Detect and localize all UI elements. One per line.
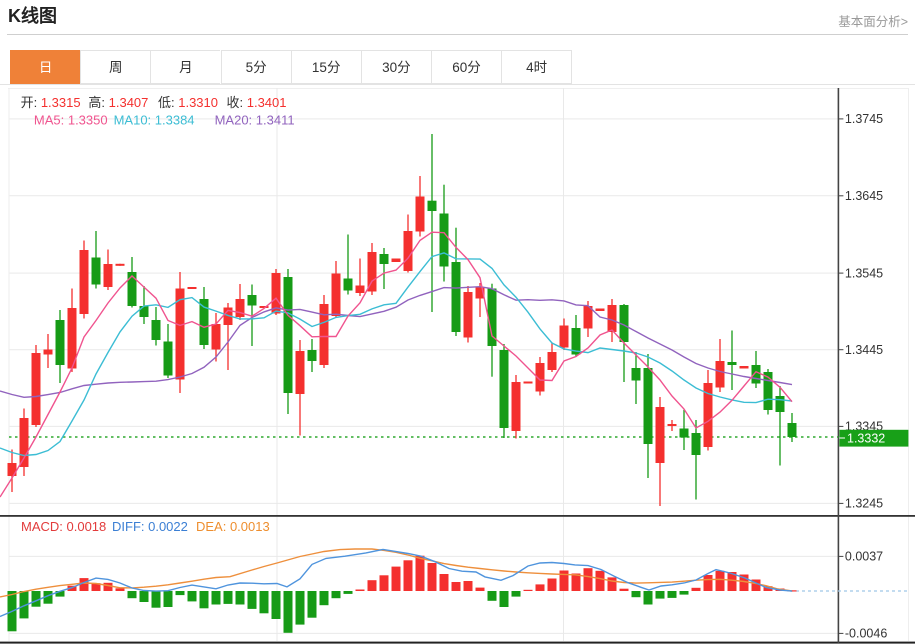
svg-text:1.3445: 1.3445 — [845, 343, 883, 357]
svg-text:低: 1.3310: 低: 1.3310 — [158, 95, 218, 110]
svg-text:MA10: 1.3384: MA10: 1.3384 — [114, 113, 195, 128]
svg-text:-0.0046: -0.0046 — [845, 627, 887, 641]
svg-text:DIFF: 0.0022: DIFF: 0.0022 — [112, 519, 188, 534]
svg-text:0.0037: 0.0037 — [845, 550, 883, 564]
svg-text:MACD: 0.0018: MACD: 0.0018 — [21, 519, 106, 534]
svg-text:高: 1.3407: 高: 1.3407 — [88, 95, 148, 110]
svg-text:1.3645: 1.3645 — [845, 189, 883, 203]
svg-text:MA20: 1.3411: MA20: 1.3411 — [215, 113, 295, 128]
svg-text:开: 1.3315: 开: 1.3315 — [21, 95, 81, 110]
svg-text:DEA: 0.0013: DEA: 0.0013 — [196, 519, 270, 534]
svg-text:1.3332: 1.3332 — [847, 432, 885, 446]
svg-text:MA5: 1.3350: MA5: 1.3350 — [34, 113, 108, 128]
svg-text:1.3745: 1.3745 — [845, 112, 883, 126]
svg-text:1.3245: 1.3245 — [845, 497, 883, 511]
svg-text:1.3545: 1.3545 — [845, 266, 883, 280]
svg-text:收: 1.3401: 收: 1.3401 — [227, 95, 287, 110]
